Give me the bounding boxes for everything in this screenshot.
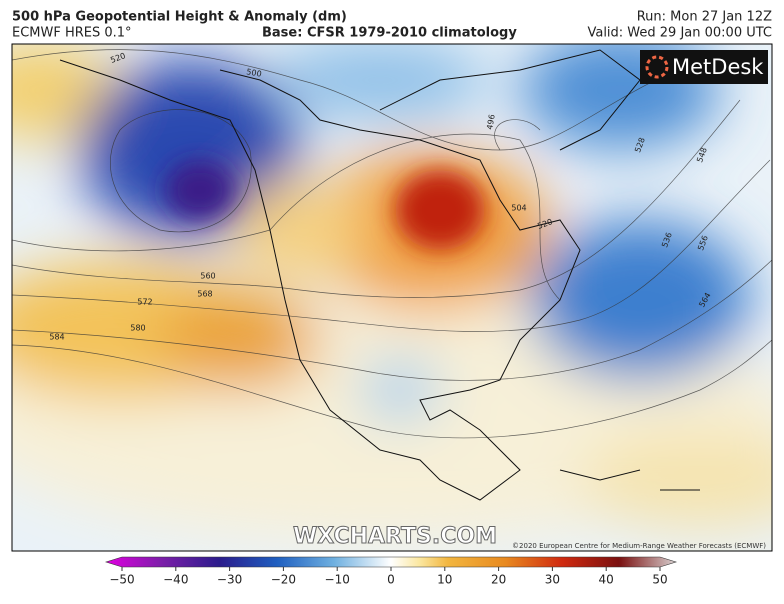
map-frame	[11, 43, 773, 552]
contours	[12, 49, 772, 439]
colorbar-tick-label: −20	[271, 573, 296, 587]
colorbar-tick-label: 0	[387, 573, 395, 587]
colorbar-tick-label: −30	[217, 573, 242, 587]
contour-label: 500	[246, 67, 263, 79]
colorbar-tick-label: 40	[599, 573, 614, 587]
base: Base: CFSR 1979-2010 climatology	[262, 26, 517, 41]
colorbar-tick-label: 30	[545, 573, 560, 587]
colorbar-tick-label: −50	[109, 573, 134, 587]
contour-label: 496	[485, 114, 497, 131]
colorbar-tick-label: 50	[652, 573, 667, 587]
logo-box	[640, 50, 768, 84]
contour-label: 560	[200, 272, 215, 281]
logo: MetDesk	[672, 55, 764, 79]
valid: Valid: Wed 29 Jan 00:00 UTC	[587, 26, 772, 41]
watermark: WXCHARTS.COM	[293, 524, 497, 549]
colorbar-tick-label: −10	[325, 573, 350, 587]
colorbar: −50 −40 −30 −20 −10 0 10 20 30 40 50	[104, 556, 678, 587]
colorbar-bar	[104, 556, 678, 568]
coastline	[59, 49, 700, 501]
credit: ©2020 European Centre for Medium-Range W…	[512, 542, 766, 550]
header: 500 hPa Geopotential Height & Anomaly (d…	[12, 10, 772, 41]
run: Run: Mon 27 Jan 12Z	[637, 10, 772, 25]
map: 5205004965045205285365485565645605685725…	[12, 44, 772, 551]
contour-labels: 5205004965045205285365485565645605685725…	[49, 51, 712, 341]
contour-label: 580	[130, 324, 145, 333]
contour-label: 572	[137, 298, 152, 307]
colorbar-tick-label: −40	[163, 573, 188, 587]
model: ECMWF HRES 0.1°	[12, 26, 132, 41]
colorbar-tick-label: 20	[491, 573, 506, 587]
title: 500 hPa Geopotential Height & Anomaly (d…	[12, 10, 347, 25]
contour-label: 568	[197, 290, 212, 299]
contour-label: 504	[511, 204, 526, 213]
logo-icon	[645, 55, 669, 79]
contour-label: 584	[49, 333, 64, 342]
colorbar-tick-label: 10	[437, 573, 452, 587]
